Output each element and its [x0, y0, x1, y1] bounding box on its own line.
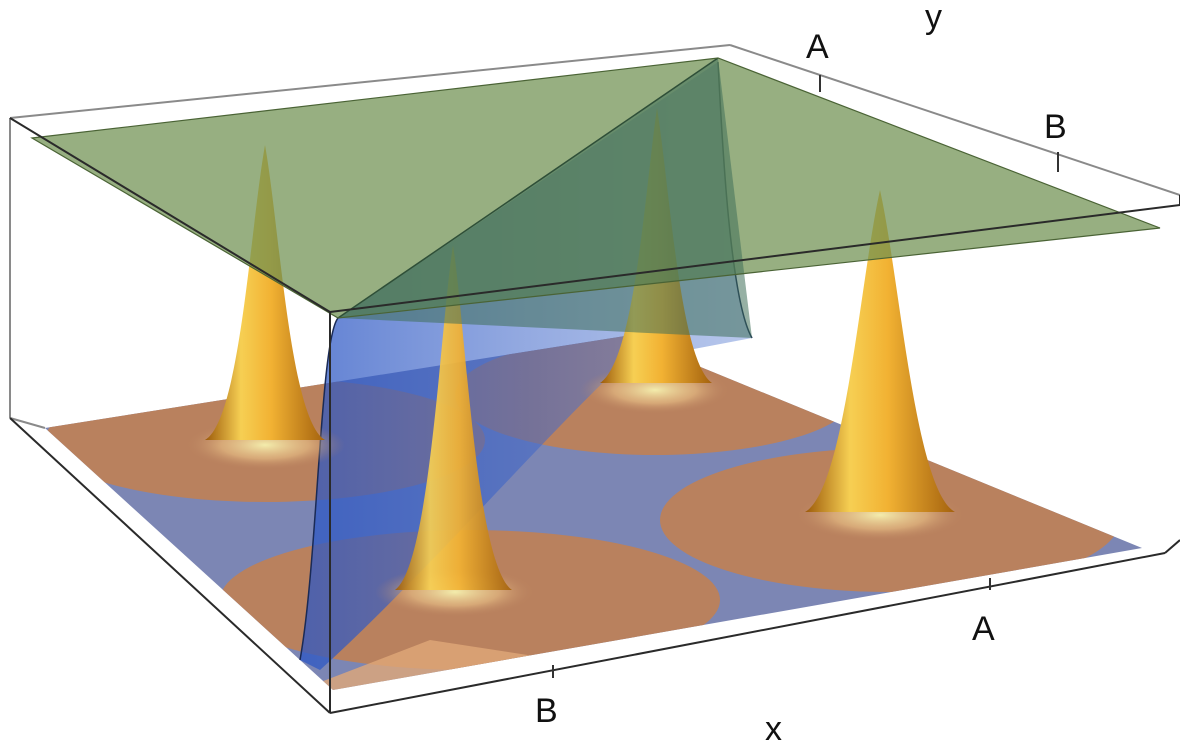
axis-ticks [552, 75, 1059, 678]
x-axis-title: x [765, 710, 782, 743]
y-tick-label-a: A [806, 28, 829, 66]
bounding-box-front [9, 117, 1180, 714]
y-tick-label-b: B [1044, 108, 1067, 146]
bounding-box-back [9, 44, 1180, 429]
axis-labels: B A x A B y [535, 0, 1067, 743]
top-surface [30, 57, 1161, 338]
peak-front-left [395, 245, 512, 590]
x-tick-label-a: A [972, 610, 995, 648]
peak-back-left [205, 145, 325, 440]
x-tick-label-b: B [535, 692, 558, 730]
peak-front-right [805, 190, 955, 512]
y-axis-title: y [925, 0, 942, 36]
